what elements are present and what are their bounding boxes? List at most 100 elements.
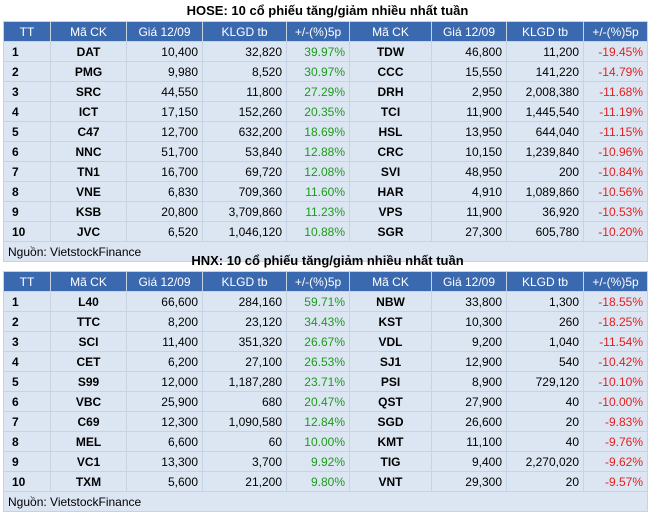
rank-cell: 3 <box>3 81 51 102</box>
gainer-volume-cell: 1,090,580 <box>202 411 287 432</box>
loser-change-cell: -11.19% <box>583 101 648 122</box>
loser-code-cell: SJ1 <box>349 351 432 372</box>
gainer-code-cell: TXM <box>50 471 127 492</box>
rank-cell: 3 <box>3 331 51 352</box>
hnx-header-cell: KLGD tb <box>202 271 287 292</box>
loser-volume-cell: 11,200 <box>506 41 584 62</box>
gainer-code-cell: NNC <box>50 141 127 162</box>
loser-price-cell: 11,900 <box>431 201 507 222</box>
gainer-volume-cell: 53,840 <box>202 141 287 162</box>
hnx-header: TT Mã CK Giá 12/09 KLGD tb +/-(%)5p Mã CK Giá … <box>3 271 648 292</box>
gainer-volume-cell: 709,360 <box>202 181 287 202</box>
gainer-code-cell: CET <box>50 351 127 372</box>
loser-price-cell: 26,600 <box>431 411 507 432</box>
gainer-price-cell: 13,300 <box>126 451 203 472</box>
hnx-header-cell: Mã CK <box>50 271 127 292</box>
gainer-volume-cell: 60 <box>202 431 287 452</box>
gainer-price-cell: 12,300 <box>126 411 203 432</box>
loser-price-cell: 29,300 <box>431 471 507 492</box>
loser-code-cell: VDL <box>349 331 432 352</box>
hose-body: 1 DAT 10,400 32,820 39.97% TDW 46,800 11,200 -19… <box>3 41 648 262</box>
hnx-header-cell: Giá 12/09 <box>431 271 507 292</box>
hnx-row: 10 TXM 5,600 21,200 9.80% VNT 29,300 20 -9.57% <box>3 471 648 492</box>
loser-code-cell: KMT <box>349 431 432 452</box>
gainer-change-cell: 20.47% <box>286 391 350 412</box>
gainer-volume-cell: 1,187,280 <box>202 371 287 392</box>
loser-change-cell: -19.45% <box>583 41 648 62</box>
gainer-change-cell: 26.53% <box>286 351 350 372</box>
loser-volume-cell: 605,780 <box>506 221 584 242</box>
gainer-volume-cell: 680 <box>202 391 287 412</box>
gainer-change-cell: 26.67% <box>286 331 350 352</box>
gainer-code-cell: DAT <box>50 41 127 62</box>
loser-code-cell: PSI <box>349 371 432 392</box>
gainer-price-cell: 51,700 <box>126 141 203 162</box>
hose-row: 10 JVC 6,520 1,046,120 10.88% SGR 27,300 605,78… <box>3 221 648 242</box>
loser-code-cell: VPS <box>349 201 432 222</box>
loser-volume-cell: 36,920 <box>506 201 584 222</box>
hose-source-row: Nguồn: VietstockFinance <box>3 241 648 262</box>
loser-volume-cell: 1,300 <box>506 291 584 312</box>
loser-change-cell: -10.20% <box>583 221 648 242</box>
gainer-volume-cell: 69,720 <box>202 161 287 182</box>
loser-volume-cell: 40 <box>506 431 584 452</box>
hose-header-cell: KLGD tb <box>506 21 584 42</box>
loser-volume-cell: 1,445,540 <box>506 101 584 122</box>
loser-volume-cell: 2,008,380 <box>506 81 584 102</box>
hose-table: TT Mã CK Giá 12/09 KLGD tb +/-(%)5p Mã CK Giá … <box>3 21 648 262</box>
gainer-volume-cell: 152,260 <box>202 101 287 122</box>
gainer-change-cell: 11.23% <box>286 201 350 222</box>
gainer-code-cell: PMG <box>50 61 127 82</box>
gainer-change-cell: 23.71% <box>286 371 350 392</box>
rank-cell: 1 <box>3 291 51 312</box>
loser-change-cell: -14.79% <box>583 61 648 82</box>
gainer-volume-cell: 632,200 <box>202 121 287 142</box>
gainer-change-cell: 20.35% <box>286 101 350 122</box>
gainer-volume-cell: 11,800 <box>202 81 287 102</box>
loser-price-cell: 11,100 <box>431 431 507 452</box>
gainer-code-cell: C69 <box>50 411 127 432</box>
rank-cell: 4 <box>3 351 51 372</box>
gainer-code-cell: TTC <box>50 311 127 332</box>
rank-cell: 10 <box>3 471 51 492</box>
loser-code-cell: TDW <box>349 41 432 62</box>
loser-change-cell: -11.68% <box>583 81 648 102</box>
loser-price-cell: 46,800 <box>431 41 507 62</box>
gainer-change-cell: 34.43% <box>286 311 350 332</box>
gainer-price-cell: 6,520 <box>126 221 203 242</box>
gainer-volume-cell: 8,520 <box>202 61 287 82</box>
hnx-row: 8 MEL 6,600 60 10.00% KMT 11,100 40 -9.76% <box>3 431 648 452</box>
gainer-code-cell: S99 <box>50 371 127 392</box>
gainer-change-cell: 12.08% <box>286 161 350 182</box>
loser-price-cell: 12,900 <box>431 351 507 372</box>
hnx-row: 6 VBC 25,900 680 20.47% QST 27,900 40 -10.00% <box>3 391 648 412</box>
gainer-volume-cell: 1,046,120 <box>202 221 287 242</box>
gainer-price-cell: 20,800 <box>126 201 203 222</box>
loser-price-cell: 48,950 <box>431 161 507 182</box>
gainer-volume-cell: 3,709,860 <box>202 201 287 222</box>
loser-volume-cell: 40 <box>506 391 584 412</box>
gainer-volume-cell: 3,700 <box>202 451 287 472</box>
gainer-code-cell: VNE <box>50 181 127 202</box>
loser-price-cell: 15,550 <box>431 61 507 82</box>
rank-cell: 2 <box>3 311 51 332</box>
gainer-change-cell: 30.97% <box>286 61 350 82</box>
loser-volume-cell: 20 <box>506 411 584 432</box>
loser-price-cell: 10,150 <box>431 141 507 162</box>
loser-change-cell: -10.56% <box>583 181 648 202</box>
gainer-code-cell: KSB <box>50 201 127 222</box>
loser-volume-cell: 1,040 <box>506 331 584 352</box>
loser-change-cell: -18.25% <box>583 311 648 332</box>
gainer-price-cell: 6,830 <box>126 181 203 202</box>
gainer-change-cell: 10.00% <box>286 431 350 452</box>
loser-change-cell: -10.00% <box>583 391 648 412</box>
rank-cell: 9 <box>3 451 51 472</box>
loser-code-cell: NBW <box>349 291 432 312</box>
gainer-code-cell: VC1 <box>50 451 127 472</box>
gainer-code-cell: VBC <box>50 391 127 412</box>
loser-price-cell: 4,910 <box>431 181 507 202</box>
rank-cell: 4 <box>3 101 51 122</box>
gainer-code-cell: C47 <box>50 121 127 142</box>
hnx-header-cell: TT <box>3 271 51 292</box>
gainer-code-cell: SCI <box>50 331 127 352</box>
